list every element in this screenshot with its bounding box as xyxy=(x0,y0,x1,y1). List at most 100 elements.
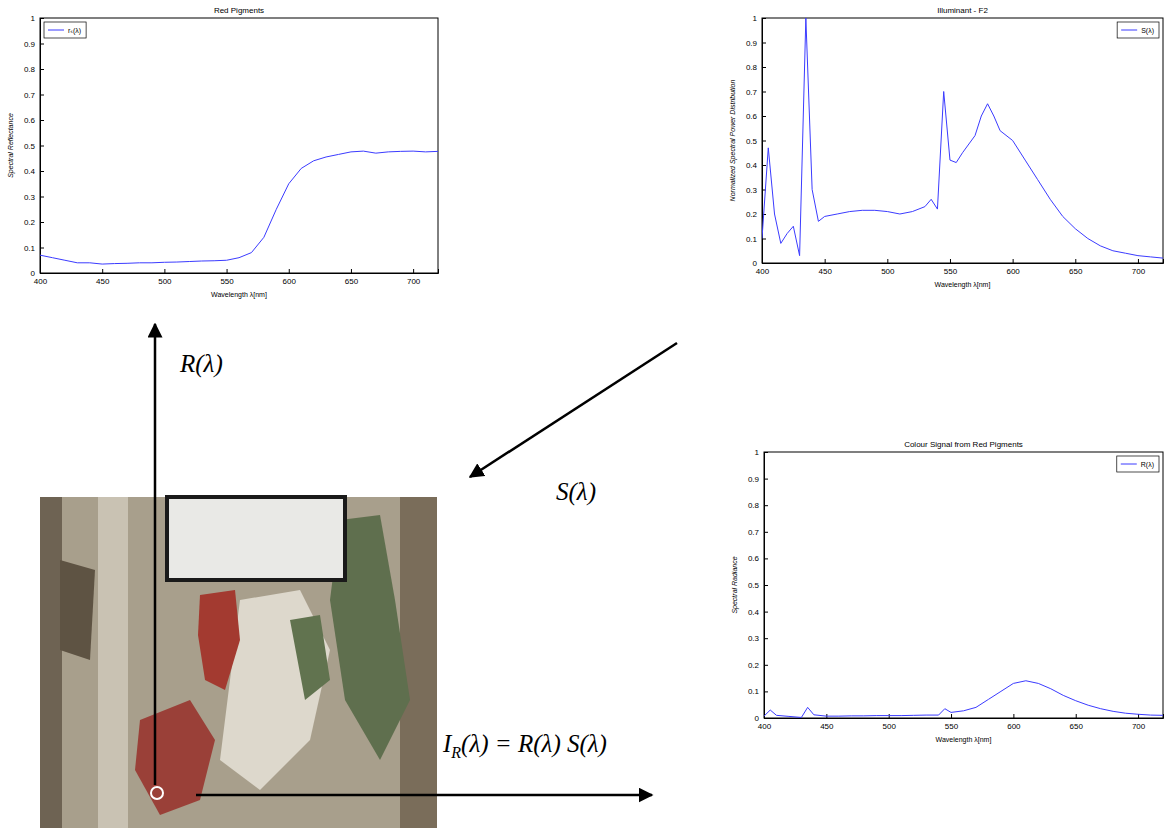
legend: R(λ) xyxy=(1117,456,1159,472)
y-tick-mark xyxy=(40,273,44,274)
y-tick-label: 1 xyxy=(753,14,758,23)
x-tick-label: 550 xyxy=(220,277,234,286)
x-tick: 650 xyxy=(345,269,359,286)
y-tick-label: 0.5 xyxy=(746,137,758,146)
y-tick-label: 0.8 xyxy=(748,501,760,510)
x-tick-label: 600 xyxy=(1006,267,1020,276)
y-tick-mark xyxy=(40,248,44,249)
x-tick: 600 xyxy=(1007,714,1021,731)
y-tick-mark xyxy=(40,171,44,172)
y-tick: 0.7 xyxy=(24,91,44,100)
y-tick-label: 0.1 xyxy=(748,687,760,696)
y-tick: 0.4 xyxy=(748,608,768,617)
y-tick-label: 0.7 xyxy=(746,88,758,97)
y-tick-label: 0.5 xyxy=(24,142,36,151)
x-tick-label: 650 xyxy=(1069,267,1083,276)
y-tick-mark xyxy=(762,263,766,264)
data-line xyxy=(40,151,438,264)
y-tick-label: 0.4 xyxy=(746,161,758,170)
y-tick-label: 0.5 xyxy=(748,581,760,590)
y-tick-mark xyxy=(762,43,766,44)
x-tick-mark xyxy=(289,269,290,273)
y-tick: 0.5 xyxy=(24,142,44,151)
x-tick: 500 xyxy=(883,714,897,731)
legend-label: rₛ(λ) xyxy=(68,27,81,35)
chart-title: Colour Signal from Red Pigments xyxy=(904,440,1023,449)
y-tick-mark xyxy=(764,691,768,692)
y-tick-mark xyxy=(764,479,768,480)
chart-panel: 40045050055060065070000.10.20.30.40.50.6… xyxy=(729,6,1164,289)
y-tick-label: 0.9 xyxy=(746,39,758,48)
signal-label: IR(λ) = R(λ) S(λ) xyxy=(442,730,607,761)
x-tick-label: 500 xyxy=(883,722,897,731)
y-tick-label: 0.9 xyxy=(748,475,760,484)
arrow xyxy=(154,324,157,785)
canvas: 400 450 500 550 600 650 700 0 0.1 0.2 0.3 0.4 0.5 0.6… xyxy=(0,0,1172,828)
y-tick: 0.5 xyxy=(746,137,766,146)
y-tick: 0.6 xyxy=(748,554,768,563)
x-tick-label: 400 xyxy=(34,277,48,286)
x-tick: 700 xyxy=(1132,714,1146,731)
x-tick-mark xyxy=(164,269,165,273)
x-tick-mark xyxy=(950,259,951,263)
y-tick: 0.8 xyxy=(24,65,44,74)
x-tick-label: 650 xyxy=(345,277,359,286)
x-tick-mark xyxy=(102,269,103,273)
reflectance-label: R(λ) xyxy=(179,350,223,378)
x-tick-label: 450 xyxy=(820,722,834,731)
y-tick: 0.6 xyxy=(24,116,44,125)
chart-title: Red Pigments xyxy=(214,6,264,15)
y-tick-label: 0.4 xyxy=(748,608,760,617)
x-tick-label: 650 xyxy=(1070,722,1084,731)
arrow xyxy=(470,343,677,477)
y-tick-mark xyxy=(764,585,768,586)
y-tick-label: 0.6 xyxy=(746,112,758,121)
x-tick: 500 xyxy=(881,259,895,276)
data-line xyxy=(762,18,1163,258)
photo-board xyxy=(167,497,345,580)
y-tick-mark xyxy=(764,638,768,639)
legend-swatch xyxy=(1121,464,1137,465)
x-tick: 550 xyxy=(220,269,234,286)
y-tick-mark xyxy=(40,95,44,96)
x-tick-label: 400 xyxy=(756,267,770,276)
y-tick-mark xyxy=(40,120,44,121)
signal-subscript: R xyxy=(450,744,461,761)
plot-area xyxy=(764,681,1163,718)
y-tick: 0.3 xyxy=(748,634,768,643)
y-tick-label: 0 xyxy=(753,259,758,268)
y-axis-title: Normalized Spectral Power Distribution xyxy=(729,80,737,202)
x-axis-title: Wavelength λ[nm] xyxy=(936,736,992,744)
photo-patch xyxy=(60,560,95,660)
y-tick-label: 0.8 xyxy=(24,65,36,74)
legend-swatch xyxy=(1121,30,1137,31)
y-tick-label: 0.2 xyxy=(746,210,758,219)
x-tick: 700 xyxy=(1132,259,1146,276)
y-tick-mark xyxy=(764,452,768,453)
x-tick-mark xyxy=(227,269,228,273)
y-tick-mark xyxy=(762,116,766,117)
y-tick-mark xyxy=(762,165,766,166)
y-tick: 1 xyxy=(755,448,768,457)
y-tick: 0.3 xyxy=(24,193,44,202)
y-tick-label: 0.1 xyxy=(746,235,758,244)
data-line xyxy=(764,681,1163,718)
y-tick-mark xyxy=(762,141,766,142)
y-tick-mark xyxy=(762,18,766,19)
y-tick: 0.3 xyxy=(746,186,766,195)
x-tick-mark xyxy=(413,269,414,273)
plot-frame xyxy=(762,18,1163,263)
y-tick-label: 0.2 xyxy=(748,661,760,670)
y-tick: 1 xyxy=(753,14,766,23)
y-tick: 0.1 xyxy=(746,235,766,244)
x-tick-label: 600 xyxy=(1007,722,1021,731)
x-tick-mark xyxy=(825,259,826,263)
x-tick-mark xyxy=(951,714,952,718)
y-tick-mark xyxy=(764,558,768,559)
y-tick: 0 xyxy=(31,269,44,278)
y-axis-line xyxy=(765,453,769,719)
x-tick: 450 xyxy=(818,259,832,276)
y-tick-mark xyxy=(764,665,768,666)
photo-patch xyxy=(290,615,330,700)
y-tick-mark xyxy=(762,239,766,240)
